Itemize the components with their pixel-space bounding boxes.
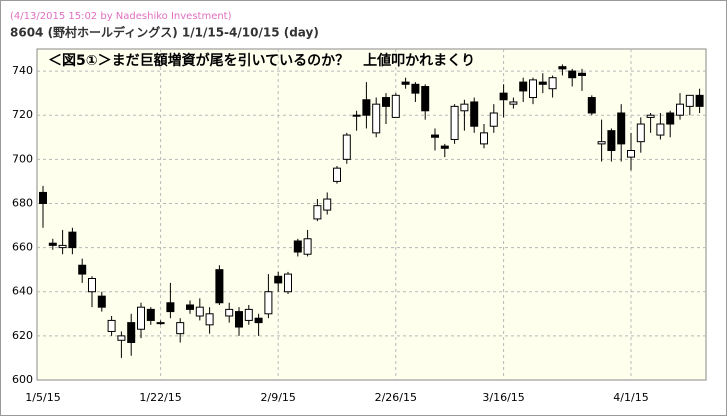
- candle-body: [97, 295, 106, 308]
- candle-body: [342, 134, 351, 160]
- candle-body: [333, 167, 341, 182]
- candle-body: [460, 103, 469, 112]
- candle-body: [411, 83, 420, 94]
- y-tick-label: 620: [12, 329, 33, 342]
- plot-area: [36, 48, 707, 381]
- candle-body: [617, 112, 626, 145]
- candle-body: [195, 306, 204, 317]
- candle-body: [362, 99, 371, 116]
- candle-body: [499, 92, 508, 101]
- candle-body: [166, 302, 175, 313]
- candle-body: [127, 322, 136, 343]
- y-tick-label: 740: [12, 64, 33, 77]
- candle-body: [480, 132, 488, 145]
- candle-body: [450, 105, 459, 140]
- candle-body: [225, 308, 234, 317]
- candle-body: [519, 81, 528, 92]
- candle-body: [440, 145, 449, 149]
- candle-body: [636, 123, 645, 143]
- candle-body: [205, 313, 214, 326]
- candle-body: [372, 103, 381, 134]
- candle-body: [293, 240, 302, 253]
- candle-body: [146, 308, 155, 321]
- candle-body: [352, 114, 361, 117]
- candle-body: [695, 94, 704, 107]
- candle-body: [254, 317, 263, 324]
- candle-body: [382, 97, 390, 107]
- x-tick-label: 2/9/15: [260, 391, 295, 404]
- x-tick-label: 4/1/15: [613, 391, 648, 404]
- candle-body: [558, 66, 567, 70]
- y-tick-label: 660: [12, 241, 33, 254]
- candle-body: [156, 322, 165, 325]
- candle-body: [58, 244, 67, 249]
- candle-body: [215, 269, 224, 304]
- candle-body: [284, 273, 292, 293]
- candle-body: [264, 291, 273, 315]
- candle-body: [323, 198, 332, 211]
- candle-body: [548, 77, 557, 90]
- candle-body: [421, 86, 430, 112]
- candle-body: [313, 205, 322, 220]
- candle-body: [176, 322, 185, 335]
- candle-body: [88, 277, 96, 293]
- candle-body: [391, 94, 400, 118]
- candle-body: [186, 304, 194, 310]
- candle-body: [587, 97, 596, 114]
- page-title: 8604 (野村ホールディングス) 1/1/15-4/10/15 (day): [10, 25, 319, 40]
- candle-body: [78, 264, 87, 275]
- stamp: (4/13/2015 15:02 by Nadeshiko Investment…: [10, 11, 232, 22]
- candle-body: [235, 311, 243, 328]
- candle-body: [68, 231, 77, 249]
- candle-body: [685, 94, 694, 107]
- candle-body: [48, 242, 57, 246]
- y-tick-label: 600: [12, 373, 33, 386]
- y-tick-label: 640: [12, 285, 33, 298]
- candle-body: [117, 335, 126, 341]
- candle-body: [676, 103, 684, 116]
- chart-title: ＜図5①＞まだ巨額増資が尾を引いているのか？ 上値叩かれまくり: [48, 52, 475, 69]
- candle-body: [137, 306, 145, 330]
- candle-body: [39, 191, 47, 204]
- candle-body: [646, 114, 655, 118]
- candle-body: [578, 72, 586, 76]
- candle-body: [401, 81, 410, 85]
- candle-body: [244, 308, 253, 321]
- y-tick-label: 680: [12, 196, 33, 209]
- candle-body: [568, 70, 577, 79]
- candle-body: [627, 150, 635, 158]
- candle-body: [607, 130, 616, 152]
- candle-body: [470, 101, 479, 127]
- x-tick-label: 2/26/15: [375, 391, 417, 404]
- x-tick-label: 3/16/15: [482, 391, 524, 404]
- y-tick-label: 720: [12, 108, 33, 121]
- x-tick-label: 1/22/15: [139, 391, 181, 404]
- candle-body: [656, 123, 665, 136]
- candle-body: [274, 275, 283, 284]
- y-tick-label: 700: [12, 152, 33, 165]
- candle-body: [597, 141, 606, 145]
- candle-body: [431, 134, 439, 138]
- candle-body: [489, 112, 498, 127]
- candle-body: [529, 79, 537, 99]
- candle-body: [538, 81, 547, 85]
- candle-body: [509, 101, 518, 105]
- candle-body: [303, 238, 312, 255]
- candle-body: [107, 319, 116, 332]
- candle-body: [666, 112, 675, 125]
- x-tick-label: 1/5/15: [25, 391, 60, 404]
